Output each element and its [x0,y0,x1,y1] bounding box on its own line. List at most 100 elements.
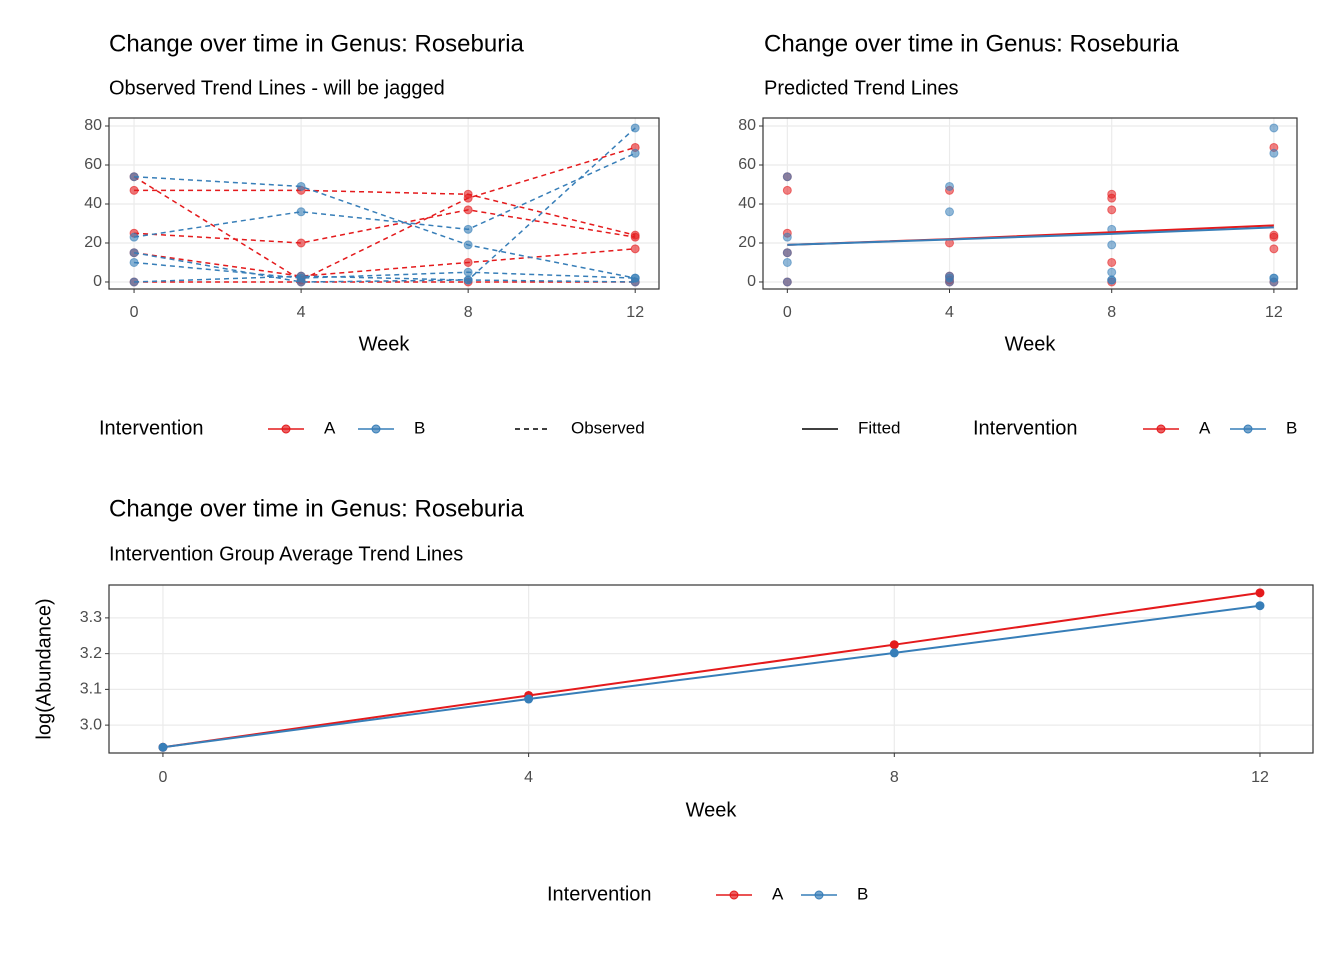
chart-subtitle: Observed Trend Lines - will be jagged [109,77,445,99]
point [782,185,792,195]
trend-line [133,127,636,283]
point [1107,240,1117,250]
point [463,275,473,285]
legend-label: A [772,884,784,903]
point [782,172,792,182]
legend-label: A [324,418,336,437]
point [1269,123,1279,133]
point [1107,205,1117,215]
y-tick-label: 3.0 [80,716,102,733]
point [129,248,139,258]
chart-title: Change over time in Genus: Roseburia [109,30,525,57]
y-tick-label: 60 [738,156,756,173]
panel: Change over time in Genus: Roseburia Obse… [84,30,660,439]
point [630,232,640,242]
x-tick-label: 0 [130,304,139,321]
legend-key [281,424,291,434]
y-tick-label: 80 [84,117,102,134]
chart-title: Change over time in Genus: Roseburia [764,30,1180,57]
legend-label: B [414,418,425,437]
panel: Change over time in Genus: Roseburia Pred… [738,30,1298,439]
trend-line [133,146,636,281]
point [889,640,899,650]
y-axis-label: log(Abundance) [33,598,55,739]
y-tick-label: 0 [93,273,102,290]
legend-label: A [1199,418,1211,437]
point [463,224,473,234]
legend-label: B [1286,418,1297,437]
x-tick-label: 0 [783,304,792,321]
point [158,742,168,752]
trend-line [134,275,636,283]
legend-key [371,424,381,434]
x-tick-label: 0 [158,769,167,786]
y-tick-label: 20 [738,234,756,251]
point [1255,601,1265,611]
legend-key [814,890,824,900]
y-tick-label: 3.3 [80,609,102,626]
point [463,193,473,203]
legend-title: Intervention [99,417,204,439]
point [129,185,139,195]
point [463,267,473,277]
point [945,207,955,217]
trend-line [133,248,636,277]
trend-line [133,152,636,238]
y-tick-label: 40 [738,195,756,212]
y-tick-label: 40 [84,195,102,212]
y-tick-label: 0 [747,273,756,290]
x-tick-label: 8 [890,769,899,786]
x-axis-label: Week [686,799,738,821]
point [296,238,306,248]
point [296,271,306,281]
legend-key [1243,424,1253,434]
point [1107,257,1117,267]
chart-subtitle: Intervention Group Average Trend Lines [109,543,463,565]
point [782,248,792,258]
point [296,207,306,217]
point [463,205,473,215]
point [1107,267,1117,277]
point [1269,277,1279,287]
panel-border [108,584,1314,754]
point [1269,232,1279,242]
x-tick-label: 8 [1107,304,1116,321]
point [1269,244,1279,254]
point [630,277,640,287]
x-tick-label: 4 [524,769,533,786]
trend-line [134,189,636,236]
panel: Change over time in Genus: Roseburia Inte… [33,495,1314,905]
x-tick-label: 12 [1251,769,1269,786]
point [889,648,899,658]
point [524,694,534,704]
y-tick-label: 20 [84,234,102,251]
trend-line [162,604,1261,749]
trend-line [134,209,636,244]
point [782,277,792,287]
point [1269,148,1279,158]
x-axis-label: Week [1005,333,1057,355]
x-axis-label: Week [359,333,411,355]
chart-subtitle: Predicted Trend Lines [764,77,959,99]
point [630,123,640,133]
trend-line [134,175,636,279]
x-tick-label: 4 [945,304,954,321]
point [945,271,955,281]
point [463,240,473,250]
point [630,244,640,254]
point [782,257,792,267]
x-tick-label: 12 [1265,304,1283,321]
point [1255,588,1265,598]
point [129,257,139,267]
trend-line [162,591,1261,749]
point [129,277,139,287]
legend-title: Intervention [973,417,1078,439]
legend-label: Fitted [858,418,901,437]
trend-line [133,261,636,279]
point [463,257,473,267]
point [296,181,306,191]
point [630,148,640,158]
y-tick-label: 80 [738,117,756,134]
